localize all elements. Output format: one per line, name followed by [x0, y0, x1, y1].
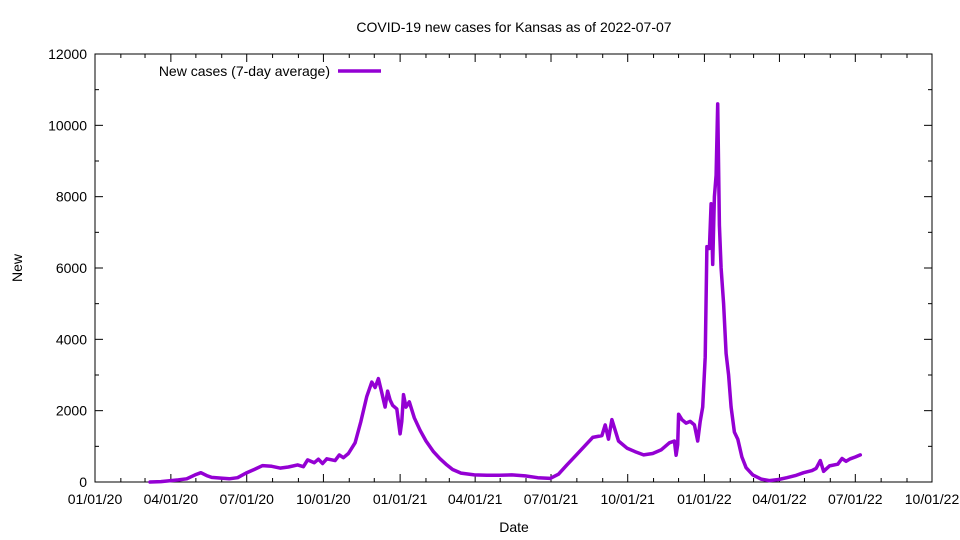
x-tick-label: 01/01/20	[68, 491, 123, 507]
y-tick-label: 8000	[56, 189, 87, 205]
x-tick-label: 04/01/22	[752, 491, 807, 507]
chart-title: COVID-19 new cases for Kansas as of 2022…	[356, 19, 671, 35]
plot-area-frame	[94, 53, 933, 483]
x-tick-label: 04/01/21	[448, 491, 503, 507]
series-line-new-cases	[148, 102, 863, 484]
x-tick-label: 10/01/20	[296, 491, 351, 507]
x-tick-label: 10/01/21	[600, 491, 655, 507]
y-tick-label: 12000	[48, 46, 87, 62]
legend-label: New cases (7-day average)	[159, 63, 330, 79]
x-tick-label: 04/01/20	[144, 491, 199, 507]
y-tick-label: 0	[79, 474, 87, 490]
x-axis-label: Date	[499, 519, 529, 535]
x-tick-label: 01/01/22	[677, 491, 732, 507]
x-tick-label: 07/01/22	[828, 491, 883, 507]
x-tick-label: 07/01/20	[219, 491, 274, 507]
y-axis-label: New	[9, 253, 25, 282]
x-tick-label: 01/01/21	[373, 491, 428, 507]
x-tick-label: 10/01/22	[905, 491, 960, 507]
tick-layer: 01/01/20 04/01/20 07/01/20 10/01/20 01/01/21…	[48, 46, 959, 507]
x-tick-label: 07/01/21	[524, 491, 579, 507]
y-tick-label: 4000	[56, 331, 87, 347]
y-tick-label: 6000	[56, 260, 87, 276]
y-tick-label: 10000	[48, 117, 87, 133]
y-tick-label: 2000	[56, 403, 87, 419]
